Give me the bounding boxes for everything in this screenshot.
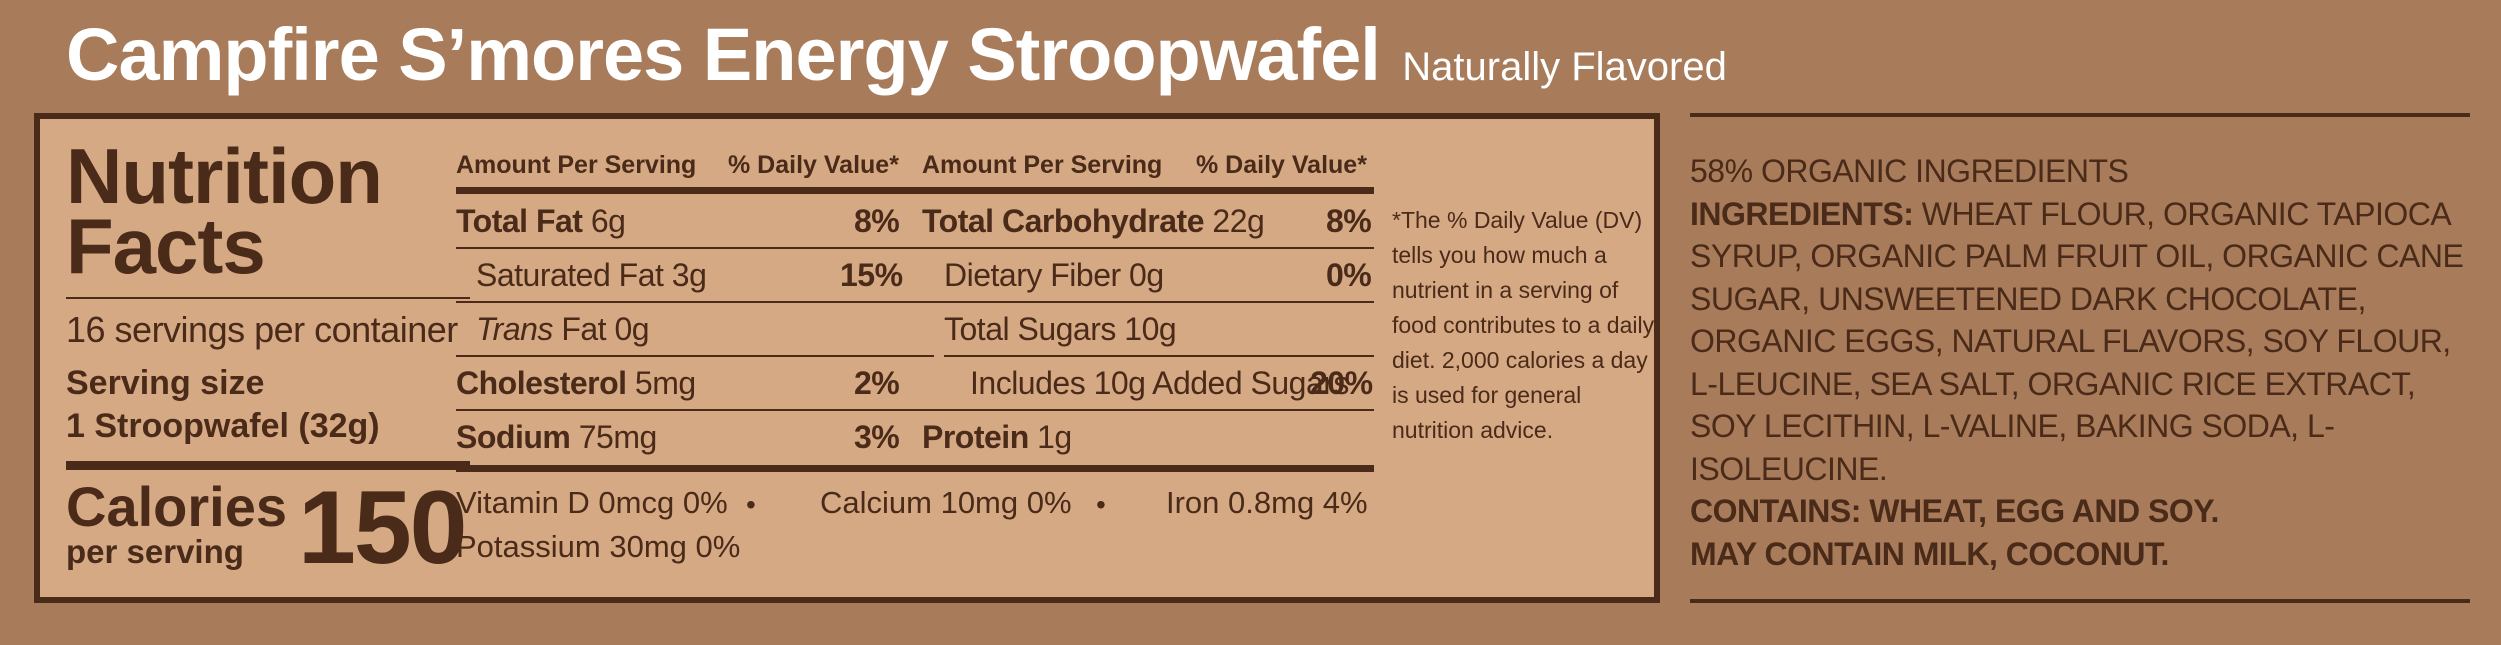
nutrient-name: Protein [922, 419, 1029, 455]
divider [456, 301, 934, 303]
ingredients-bottom-rule [1690, 599, 2470, 603]
divider [456, 247, 934, 249]
nutrient-amount: 5mg [634, 365, 696, 401]
nutrient-name: Cholesterol [456, 365, 627, 401]
product-subtitle: Naturally Flavored [1402, 45, 1727, 89]
divider [456, 355, 934, 357]
nutrient-dv: 0% [1326, 257, 1372, 293]
title-row: Campfire S’mores Energy Stroopwafel Natu… [66, 12, 1727, 107]
nutrient-dv: 20% [1310, 365, 1373, 401]
divider [944, 355, 1374, 357]
nutrient-name: Total Carbohydrate [922, 203, 1205, 239]
nutrient-row: Sodium 75mg [456, 419, 657, 456]
divider [922, 187, 1374, 194]
nutrient-row: Total Sugars 10g [944, 311, 1177, 348]
nutrient-amount: 0g [1129, 257, 1164, 293]
calories-value: 150 [298, 470, 468, 586]
ingredients-label: INGREDIENTS: [1690, 195, 1914, 232]
nutrient-name: Total Fat [456, 203, 583, 239]
nutrient-name: Includes 10g Added Sugars [970, 365, 1349, 401]
nutrition-facts-heading: Nutrition Facts [66, 132, 383, 290]
nutrient-dv: 15% [840, 257, 903, 293]
ingredients-list: WHEAT FLOUR, ORGANIC TAPIOCA SYRUP, ORGA… [1690, 195, 2464, 487]
nutrient-row: Protein 1g [922, 419, 1072, 456]
daily-value-footnote: *The % Daily Value (DV) tells you how mu… [1392, 207, 1655, 443]
product-title: Campfire S’mores Energy Stroopwafel [66, 13, 1381, 96]
heading-line-1: Nutrition [66, 132, 383, 220]
divider [922, 465, 1374, 472]
nutrient-name: Sodium [456, 419, 571, 455]
nutrient-row: Dietary Fiber 0g [944, 257, 1164, 294]
nutrient-dv: 8% [1326, 203, 1372, 239]
calcium: Calcium 10mg 0% [820, 485, 1072, 520]
nutrient-name: Dietary Fiber [944, 257, 1121, 293]
nutrient-dv: 8% [854, 203, 900, 239]
divider [66, 297, 470, 299]
nutrient-row: Trans Fat 0g [476, 311, 650, 348]
nutrient-dv: 3% [854, 419, 900, 455]
divider [922, 301, 1374, 303]
iron: Iron 0.8mg 4% [1166, 485, 1368, 520]
divider [922, 409, 1374, 411]
right-dv-header: % Daily Value* [1196, 151, 1367, 179]
left-dv-header: % Daily Value* [728, 151, 899, 179]
serving-size-label: Serving size [66, 364, 265, 402]
nutrient-amount: 22g [1212, 203, 1265, 239]
nutrient-row: Total Carbohydrate 22g [922, 203, 1265, 240]
heading-line-2: Facts [66, 202, 266, 290]
divider [456, 465, 934, 472]
ingredients-block: 58% ORGANIC INGREDIENTS INGREDIENTS: WHE… [1690, 150, 2470, 575]
serving-size-value: 1 Stroopwafel (32g) [66, 407, 380, 445]
calories-per-serving: per serving [66, 533, 244, 570]
bullet-separator: • [1096, 489, 1106, 520]
may-contain-allergens: MAY CONTAIN MILK, COCONUT. [1690, 535, 2169, 572]
nutrient-row: Saturated Fat 3g [476, 257, 707, 294]
potassium: Potassium 30mg 0% [456, 529, 741, 564]
contains-allergens: CONTAINS: WHEAT, EGG AND SOY. [1690, 493, 2219, 529]
vitamin-d: Vitamin D 0mcg 0% [456, 485, 728, 520]
nutrient-amount: 1g [1037, 419, 1072, 455]
nutrient-amount: 75mg [578, 419, 658, 455]
nutrient-name: Trans [476, 311, 553, 347]
nutrient-name: Total Sugars 10g [944, 311, 1177, 347]
divider [922, 247, 1374, 249]
nutrient-row: Cholesterol 5mg [456, 365, 696, 402]
divider [456, 187, 934, 194]
nutrient-amount: Fat 0g [561, 311, 650, 347]
bullet-separator: • [746, 489, 756, 520]
left-amount-header: Amount Per Serving [456, 151, 697, 179]
thick-divider [66, 461, 470, 470]
nutrient-row: Total Fat 6g [456, 203, 626, 240]
nutrient-dv: 2% [854, 365, 900, 401]
ingredients-top-rule [1690, 113, 2470, 117]
nutrition-facts-panel: Nutrition Facts 16 servings per containe… [34, 113, 1660, 603]
divider [456, 409, 934, 411]
organic-percentage: 58% ORGANIC INGREDIENTS [1690, 153, 2129, 189]
nutrient-row: Includes 10g Added Sugars [970, 365, 1349, 402]
ingredients-text: INGREDIENTS: WHEAT FLOUR, ORGANIC TAPIOC… [1690, 193, 2470, 491]
servings-per-container: 16 servings per container [66, 309, 458, 350]
nutrient-amount: 6g [590, 203, 626, 239]
right-amount-header: Amount Per Serving [922, 151, 1163, 179]
calories-label: Calories [66, 475, 287, 538]
nutrient-name: Saturated Fat [476, 257, 664, 293]
nutrient-amount: 3g [671, 257, 707, 293]
